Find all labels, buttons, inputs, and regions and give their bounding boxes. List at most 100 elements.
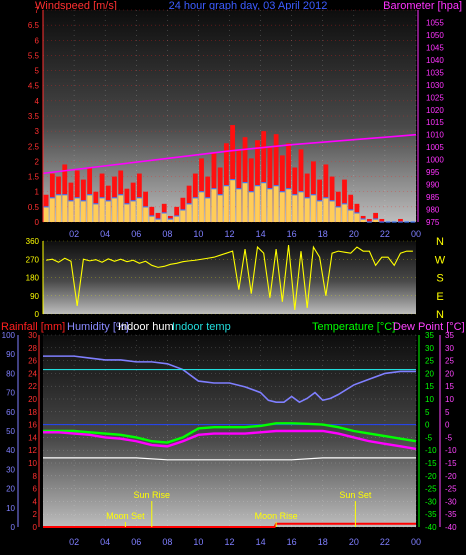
rainfall-line bbox=[43, 522, 416, 528]
temperature-line bbox=[43, 422, 417, 444]
dew-point-tick-label: 35 bbox=[445, 331, 454, 340]
wind-avg-bar bbox=[155, 218, 161, 222]
wind-avg-bar bbox=[68, 200, 74, 222]
barometer-tick-label: 1050 bbox=[426, 31, 444, 40]
x-tick-label: 02 bbox=[69, 229, 79, 239]
dew-point-tick-label: -30 bbox=[445, 497, 457, 506]
wind-avg-bar bbox=[99, 197, 105, 222]
windspeed-tick-label: 2.5 bbox=[28, 142, 40, 151]
humidity-tick-label: 0 bbox=[11, 523, 16, 532]
wind-gust-bar bbox=[223, 143, 229, 222]
compass-label: E bbox=[436, 291, 443, 303]
wind-avg-bar bbox=[118, 194, 124, 222]
humidity-tick-label: 20 bbox=[6, 485, 15, 494]
humidity-tick-label: 50 bbox=[6, 427, 15, 436]
temperature-tick-label: 15 bbox=[425, 382, 434, 391]
legend-dew-point: Dew Point [°C] bbox=[393, 321, 465, 333]
x-tick-label: 20 bbox=[349, 229, 359, 239]
wind-avg-bar bbox=[242, 182, 248, 222]
x-tick-label: 12 bbox=[224, 229, 234, 239]
barometer-tick-label: 995 bbox=[426, 168, 440, 177]
wind-avg-bar bbox=[298, 191, 304, 222]
wind-gust-bar bbox=[366, 218, 372, 222]
wind-avg-bar bbox=[360, 218, 366, 222]
temperature-tick-label: -10 bbox=[425, 446, 437, 455]
compass-label: N bbox=[436, 309, 444, 321]
wind-avg-bar bbox=[348, 209, 354, 222]
dew-point-tick-label: 0 bbox=[445, 421, 450, 430]
rainfall-tick-label: 6 bbox=[33, 485, 38, 494]
x-tick-label: 04 bbox=[100, 537, 110, 547]
windspeed-tick-label: 5.5 bbox=[28, 51, 40, 60]
humidity-tick-label: 10 bbox=[6, 504, 15, 513]
wind-avg-bar bbox=[223, 185, 229, 222]
wind-avg-bar bbox=[81, 200, 86, 222]
direction-tick-label: 270 bbox=[26, 255, 40, 264]
temperature-tick-label: 10 bbox=[425, 395, 434, 404]
wind-avg-bar bbox=[255, 185, 260, 222]
x-tick-label: 16 bbox=[287, 229, 297, 239]
humidity-tick-label: 30 bbox=[6, 465, 15, 474]
wind-gust-bar bbox=[261, 131, 267, 222]
wind-avg-bar bbox=[112, 197, 117, 222]
moon-label: Moon Set bbox=[106, 511, 145, 521]
legend-indoor-hum: Indoor hum bbox=[118, 321, 174, 333]
wind-avg-bar bbox=[180, 209, 186, 222]
wind-avg-bar bbox=[323, 197, 329, 222]
wind-avg-bar bbox=[286, 188, 291, 222]
barometer-tick-label: 990 bbox=[426, 181, 440, 190]
wind-avg-bar bbox=[329, 200, 335, 222]
wind-avg-bar bbox=[273, 185, 279, 222]
wind-gust-bar bbox=[174, 206, 180, 222]
barometer-tick-label: 1030 bbox=[426, 81, 444, 90]
barometer-tick-label: 1000 bbox=[426, 156, 444, 165]
wind-gust-bar bbox=[199, 158, 204, 222]
temperature-tick-label: 0 bbox=[425, 421, 430, 430]
humidity-tick-label: 40 bbox=[6, 446, 15, 455]
legend-rainfall: Rainfall [mm] bbox=[1, 321, 65, 333]
wind-avg-bar bbox=[143, 206, 148, 222]
rainfall-tick-label: 2 bbox=[33, 510, 38, 519]
windspeed-tick-label: 6.5 bbox=[28, 21, 40, 30]
barometer-tick-label: 1015 bbox=[426, 118, 444, 127]
wind-gust-bar bbox=[255, 140, 260, 222]
wind-gust-bar bbox=[242, 137, 248, 222]
wind-avg-bar bbox=[354, 212, 360, 222]
wind-avg-bar bbox=[124, 203, 130, 222]
windspeed-tick-label: 4.5 bbox=[28, 82, 40, 91]
rainfall-tick-label: 8 bbox=[33, 472, 38, 481]
dew-point-line bbox=[43, 429, 417, 451]
wind-avg-bar bbox=[168, 218, 173, 222]
x-tick-label: 02 bbox=[69, 537, 79, 547]
wind-avg-bar bbox=[292, 194, 298, 222]
direction-tick-label: 0 bbox=[35, 310, 40, 319]
wind-avg-bar bbox=[186, 203, 192, 222]
wind-gust-bar bbox=[342, 179, 347, 222]
wind-gust-bar bbox=[348, 194, 354, 222]
wind-gust-bar bbox=[230, 125, 236, 222]
compass-label: N bbox=[436, 236, 444, 248]
x-tick-label: 08 bbox=[162, 537, 172, 547]
barometer-tick-label: 1010 bbox=[426, 131, 444, 140]
temperature-tick-label: 5 bbox=[425, 408, 430, 417]
wind-avg-bar bbox=[267, 188, 273, 222]
windspeed-tick-label: 2 bbox=[35, 157, 40, 166]
dew-point-tick-label: -35 bbox=[445, 510, 457, 519]
dew-point-tick-label: 15 bbox=[445, 382, 454, 391]
x-tick-label: 18 bbox=[318, 537, 328, 547]
x-tick-label: 06 bbox=[131, 229, 141, 239]
windspeed-tick-label: 6 bbox=[35, 36, 40, 45]
rainfall-tick-label: 24 bbox=[28, 369, 37, 378]
x-tick-label: 00 bbox=[411, 229, 421, 239]
rainfall-tick-label: 22 bbox=[28, 382, 37, 391]
x-tick-label: 22 bbox=[380, 537, 390, 547]
direction-tick-label: 180 bbox=[26, 274, 40, 283]
x-tick-label: 14 bbox=[256, 229, 266, 239]
dew-point-tick-label: 25 bbox=[445, 357, 454, 366]
windspeed-tick-label: 5 bbox=[35, 67, 40, 76]
wind-gust-bar bbox=[373, 212, 378, 222]
dew-point-tick-label: -10 bbox=[445, 446, 457, 455]
wind-avg-bar bbox=[335, 206, 341, 222]
wind-avg-bar bbox=[105, 200, 111, 222]
